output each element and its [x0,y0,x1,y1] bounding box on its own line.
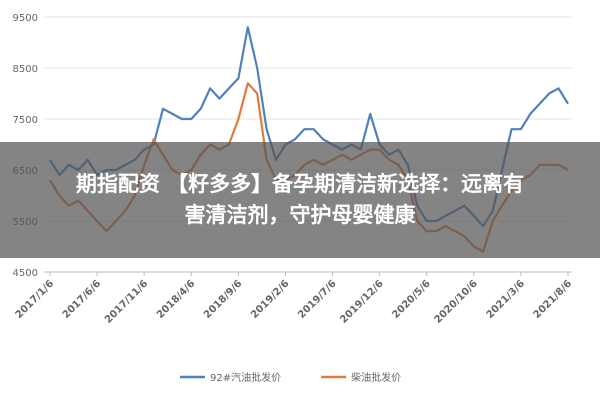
y-tick-label: 7500 [13,115,38,126]
x-tick-label: 2019/2/6 [249,278,291,320]
x-tick-label: 2021/3/6 [485,278,527,320]
x-tick-label: 2020/5/6 [390,278,432,320]
headline-banner: 期指配资 【籽多多】备孕期清洁新选择：远离有 害清洁剂，守护母婴健康 [0,142,600,258]
x-tick-label: 2017/11/6 [103,278,150,325]
legend-label: 柴油批发价 [351,371,401,384]
x-tick-label: 2019/12/6 [338,278,385,325]
x-tick-label: 2017/1/6 [14,278,56,320]
x-tick-label: 2019/7/6 [296,278,338,320]
y-tick-label: 8500 [13,64,38,75]
y-tick-label: 9500 [13,13,38,24]
headline-line: 期指配资 【籽多多】备孕期清洁新选择：远离有 [75,172,525,196]
x-tick-label: 2018/4/6 [155,278,197,320]
x-tick-label: 2018/9/6 [202,278,244,320]
headline-line: 害清洁剂，守护母婴健康 [184,203,416,227]
y-tick-label: 4500 [13,268,38,279]
x-tick-label: 2021/8/6 [532,278,574,320]
x-tick-label: 2020/10/6 [433,278,480,325]
legend-label: 92#汽油批发价 [210,371,281,384]
x-tick-label: 2017/6/6 [61,278,103,320]
